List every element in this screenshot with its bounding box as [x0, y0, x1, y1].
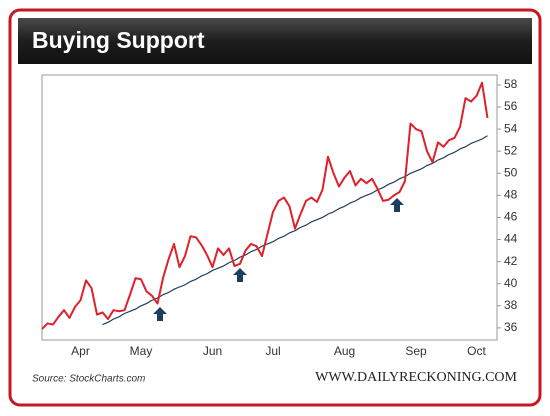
- y-tick-label: 54: [504, 121, 518, 135]
- y-tick-label: 48: [504, 188, 518, 202]
- arrows: [153, 198, 404, 321]
- source: Source: StockCharts.com: [32, 374, 145, 385]
- y-tick-label: 42: [504, 254, 518, 268]
- plot-area: [41, 74, 498, 341]
- y-tick-label: 50: [504, 165, 518, 179]
- website: WWW.DAILYRECKONING.COM: [315, 370, 517, 385]
- y-tick-label: 36: [504, 320, 518, 334]
- series-line: [102, 135, 488, 326]
- y-tick-label: 56: [504, 99, 518, 113]
- x-tick-label: Oct: [467, 344, 486, 358]
- arrow: [390, 198, 404, 212]
- y-tick-label: 40: [504, 276, 518, 290]
- x-tick-label: May: [130, 344, 153, 358]
- y-tick-label: 44: [504, 232, 518, 246]
- arrow: [153, 307, 167, 321]
- x-tick-label: Jul: [265, 344, 280, 358]
- series-line: [41, 81, 489, 330]
- y-tick-label: 58: [504, 77, 518, 91]
- x-tick-label: Apr: [71, 344, 90, 358]
- chart-title: Buying Support: [32, 27, 205, 53]
- x-tick-label: Sep: [405, 344, 427, 358]
- x-tick-label: Aug: [334, 344, 355, 358]
- x-tick-label: Jun: [203, 344, 222, 358]
- y-tick-label: 46: [504, 210, 518, 224]
- header: [18, 18, 532, 64]
- y-tick-label: 52: [504, 143, 518, 157]
- arrow: [233, 268, 247, 282]
- y-tick-label: 38: [504, 298, 518, 312]
